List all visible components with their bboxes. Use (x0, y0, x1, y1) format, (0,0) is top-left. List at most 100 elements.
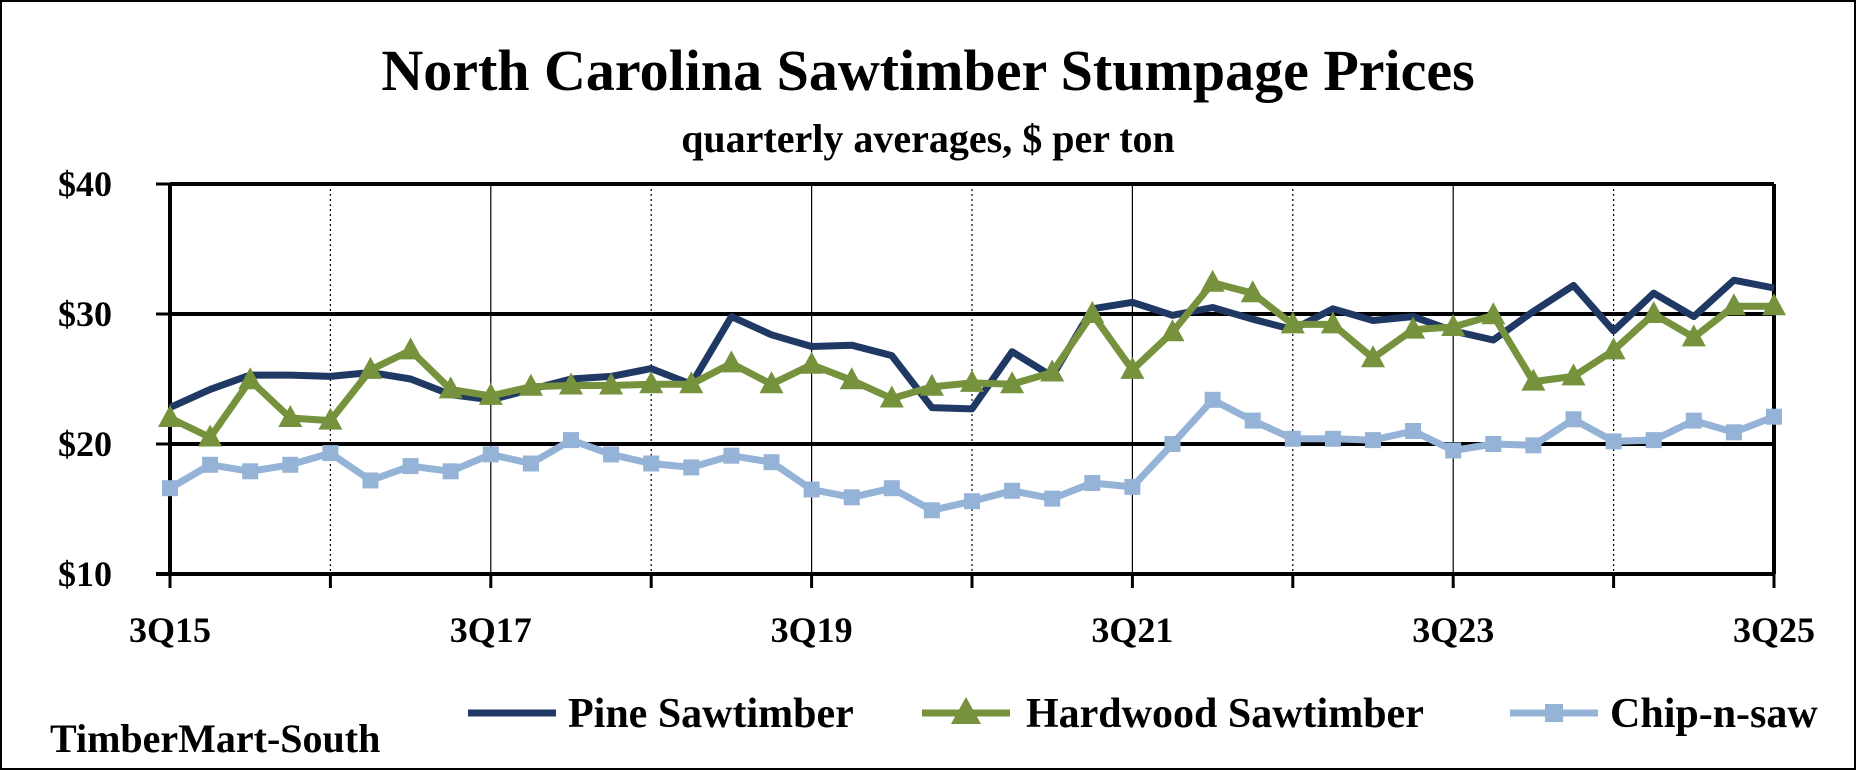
chart-subtitle: quarterly averages, $ per ton (681, 116, 1175, 161)
data-point-square (162, 480, 178, 497)
data-point-triangle (398, 337, 423, 360)
series-layer (158, 269, 1786, 519)
data-point-square (1244, 412, 1261, 429)
data-point-triangle (518, 373, 543, 396)
data-point-square (282, 456, 299, 473)
x-tick-label: 3Q15 (129, 610, 211, 650)
y-axis-tick-labels: $10 $20 $30 $40 (58, 164, 112, 594)
x-tick-label: 3Q23 (1412, 610, 1494, 650)
data-point-square (1685, 412, 1702, 429)
data-point-square (1284, 430, 1301, 447)
data-point-triangle (759, 371, 784, 394)
data-point-square (1324, 430, 1341, 447)
data-point-triangle (839, 367, 864, 390)
legend-item: Hardwood Sawtimber (922, 691, 1424, 737)
data-point-square (1565, 411, 1582, 428)
data-point-square (1445, 442, 1462, 459)
data-point-triangle (679, 371, 704, 394)
data-point-square (1405, 423, 1422, 439)
data-point-triangle (1721, 293, 1746, 316)
data-point-triangle (1000, 371, 1025, 394)
legend-item: Pine Sawtimber (468, 691, 854, 737)
legend-item: Chip-n-saw (1510, 691, 1818, 737)
data-point-square (522, 455, 539, 472)
data-point-square (362, 472, 379, 489)
data-point-square (202, 456, 219, 473)
data-point-triangle (158, 405, 182, 427)
x-tick-label: 3Q21 (1091, 610, 1173, 650)
data-point-square (883, 480, 900, 497)
data-point-triangle (1681, 324, 1706, 347)
legend-label: Hardwood Sawtimber (1026, 691, 1424, 737)
legend-label: Chip-n-saw (1610, 691, 1818, 737)
data-point-triangle (1641, 301, 1666, 323)
data-point-square (723, 447, 740, 464)
series-chip-n-saw (162, 391, 1782, 519)
data-point-triangle (1441, 314, 1466, 336)
data-point-square (603, 446, 620, 463)
data-point-triangle (1361, 345, 1385, 368)
data-point-triangle (1200, 269, 1225, 292)
data-point-triangle (719, 350, 744, 373)
data-point-triangle (960, 369, 984, 392)
data-point-square (683, 459, 700, 476)
data-point-triangle (1080, 301, 1105, 323)
data-point-square (402, 458, 419, 475)
data-point-square (763, 454, 780, 471)
data-point-triangle (1481, 302, 1506, 325)
y-tick-label: $40 (58, 164, 112, 204)
data-point-triangle (799, 351, 824, 374)
data-point-square (843, 489, 860, 506)
data-point-square (923, 502, 940, 519)
data-point-square (1605, 433, 1622, 450)
data-point-square (1164, 436, 1181, 452)
data-point-triangle (1280, 311, 1305, 334)
data-point-square (1766, 408, 1782, 425)
data-point-square (563, 432, 579, 449)
x-tick-label: 3Q19 (771, 610, 853, 650)
x-tick-label: 3Q17 (450, 610, 532, 650)
plot-axes (156, 182, 1776, 588)
data-point-triangle (358, 356, 383, 379)
data-point-square (1365, 432, 1381, 449)
data-point-triangle (478, 382, 503, 405)
data-point-triangle (278, 405, 303, 427)
legend-swatch-marker (1545, 704, 1563, 722)
data-point-square (1725, 424, 1742, 441)
legend: Pine Sawtimber Hardwood Sawtimber Chip-n-s… (468, 691, 1818, 737)
data-point-triangle (559, 372, 583, 395)
data-point-triangle (1762, 293, 1786, 316)
plot-grid (170, 184, 1774, 574)
data-point-triangle (238, 367, 263, 390)
data-point-triangle (1040, 359, 1065, 382)
data-point-triangle (1120, 356, 1145, 379)
data-point-square (643, 455, 660, 472)
legend-swatch-marker (951, 697, 981, 724)
data-point-square (322, 445, 339, 462)
data-point-square (1485, 436, 1502, 452)
data-point-square (1204, 391, 1221, 408)
series-line (168, 276, 1775, 413)
data-point-square (1124, 478, 1141, 495)
data-point-square (1004, 482, 1021, 499)
x-tick-label: 3Q25 (1733, 610, 1815, 650)
data-point-square (964, 493, 980, 510)
data-point-triangle (1521, 368, 1546, 391)
series-hardwood-sawtimber (158, 269, 1786, 447)
data-point-triangle (1160, 319, 1185, 342)
data-point-triangle (639, 371, 664, 394)
data-point-square (482, 446, 499, 463)
data-point-square (1044, 490, 1061, 507)
y-tick-label: $20 (58, 424, 112, 464)
data-point-triangle (1601, 337, 1626, 360)
source-label: TimberMart-South (50, 716, 380, 761)
data-point-triangle (879, 385, 904, 408)
data-point-square (1084, 475, 1101, 491)
data-point-triangle (599, 372, 624, 395)
data-point-triangle (919, 373, 944, 396)
data-point-triangle (198, 424, 223, 447)
data-point-triangle (1320, 311, 1345, 334)
data-point-square (1645, 432, 1662, 449)
y-tick-label: $30 (58, 294, 112, 334)
